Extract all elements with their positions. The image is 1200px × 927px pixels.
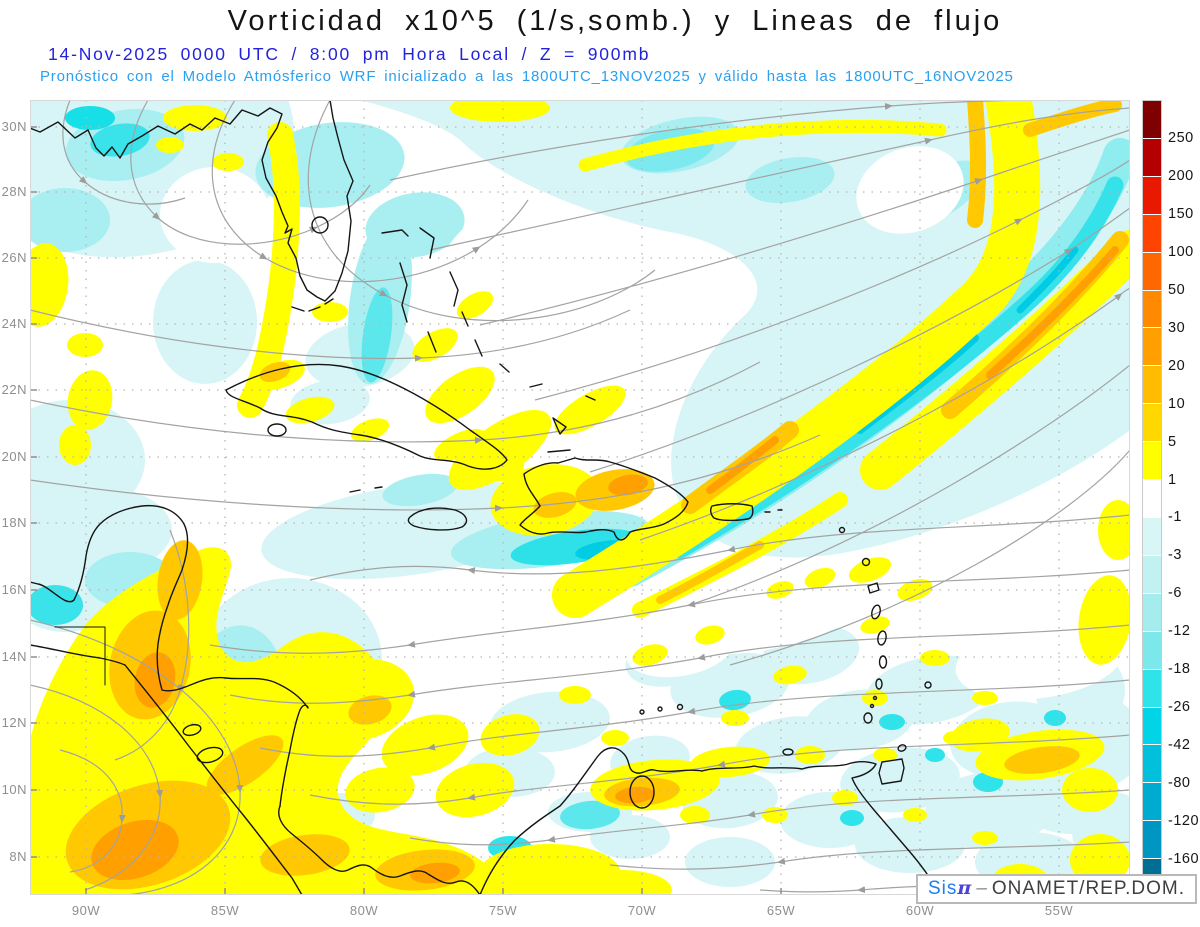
- coast-lesser-antilles: [838, 526, 932, 752]
- page-title: Vorticidad x10^5 (1/s,somb.) y Lineas de…: [227, 5, 1003, 37]
- colorbar-label: 200: [1168, 167, 1194, 184]
- colorbar-segment: [1143, 517, 1161, 556]
- colorbar-segment: [1143, 252, 1161, 291]
- coast-tortue: [547, 449, 571, 453]
- colorbar-segment: [1143, 821, 1161, 860]
- colorbar-label: -120: [1168, 813, 1200, 830]
- colorbar-label: 20: [1168, 357, 1186, 374]
- lat-tick-label: 8N: [9, 849, 27, 864]
- coast-abc-islands: [639, 703, 684, 715]
- coast-central-america-pacific: [30, 644, 303, 895]
- lat-tick-label: 22N: [1, 382, 27, 397]
- coast-hispaniola: [519, 457, 689, 541]
- lake-nicaragua: [196, 746, 224, 764]
- coast-margarita: [782, 748, 794, 756]
- lake-managua: [182, 723, 202, 737]
- colorbar-label: 250: [1168, 129, 1194, 146]
- colorbar-segment: [1143, 669, 1161, 708]
- colorbar-label: 5: [1168, 433, 1177, 450]
- lon-tick-label: 85W: [210, 903, 240, 918]
- colorbar-label: -1: [1168, 509, 1182, 526]
- colorbar-label: 30: [1168, 319, 1186, 336]
- coast-florida-keys: [291, 298, 334, 312]
- lake-maracaibo: [629, 775, 655, 809]
- coast-cuba: [225, 363, 508, 470]
- colorbar-segment: [1143, 366, 1161, 405]
- colorbar-segment: [1143, 442, 1161, 481]
- lon-tick-label: 65W: [766, 903, 796, 918]
- colorbar-segment: [1143, 783, 1161, 822]
- colorbar-segment: [1143, 328, 1161, 367]
- colorbar-segment: [1143, 745, 1161, 784]
- coast-south-america: [479, 747, 941, 895]
- streamlines: [30, 100, 1130, 895]
- lat-tick-label: 18N: [1, 515, 27, 530]
- lat-tick-label: 24N: [1, 316, 27, 331]
- border-belize-guatemala: [54, 626, 106, 686]
- lon-tick-label: 75W: [488, 903, 518, 918]
- coast-trinidad: [878, 758, 905, 785]
- watermark-org: ONAMET/REP.DOM.: [991, 878, 1185, 899]
- coast-central-america-caribbean: [30, 504, 309, 807]
- colorbar-label: -18: [1168, 661, 1191, 678]
- model-info-subtitle: Pronóstico con el Modelo Atmósferico WRF…: [40, 68, 1014, 85]
- colorbar: [1142, 100, 1162, 897]
- watermark-pi-symbol: π: [957, 877, 973, 899]
- lat-tick-label: 20N: [1, 449, 27, 464]
- colorbar-label: 100: [1168, 243, 1194, 260]
- lon-tick-label: 60W: [905, 903, 935, 918]
- map-frame: [30, 100, 1130, 895]
- watermark-dash: –: [976, 878, 988, 899]
- colorbar-segment: [1143, 480, 1161, 518]
- colorbar-label: -42: [1168, 737, 1191, 754]
- colorbar-label: 1: [1168, 471, 1177, 488]
- watermark: Sisπ – ONAMET/REP.DOM.: [916, 874, 1197, 904]
- lat-tick-label: 28N: [1, 184, 27, 199]
- colorbar-segment: [1143, 290, 1161, 329]
- lon-tick-label: 55W: [1044, 903, 1074, 918]
- colorbar-label: 10: [1168, 395, 1186, 412]
- colorbar-segment: [1143, 138, 1161, 177]
- colorbar-label: -26: [1168, 699, 1191, 716]
- colorbar-segment: [1143, 214, 1161, 253]
- colorbar-label: -6: [1168, 585, 1182, 602]
- lat-tick-label: 10N: [1, 782, 27, 797]
- coast-bahamas: [381, 227, 596, 435]
- lon-tick-label: 90W: [71, 903, 101, 918]
- colorbar-label: -80: [1168, 775, 1191, 792]
- colorbar-label: -160: [1168, 851, 1200, 868]
- coast-jamaica: [407, 507, 468, 531]
- lat-tick-label: 30N: [1, 119, 27, 134]
- lat-tick-label: 14N: [1, 649, 27, 664]
- colorbar-segment: [1143, 707, 1161, 746]
- lat-tick-label: 26N: [1, 250, 27, 265]
- colorbar-segment: [1143, 176, 1161, 215]
- coast-isla-juventud: [267, 423, 287, 437]
- lake-okeechobee: [311, 216, 329, 234]
- lat-tick-label: 12N: [1, 715, 27, 730]
- colorbar-segment: [1143, 555, 1161, 594]
- valid-time-subtitle: 14-Nov-2025 0000 UTC / 8:00 pm Hora Loca…: [48, 44, 651, 64]
- colorbar-label: -3: [1168, 547, 1182, 564]
- colorbar-segment: [1143, 404, 1161, 443]
- colorbar-segment: [1143, 593, 1161, 632]
- colorbar-label: -12: [1168, 623, 1191, 640]
- lat-tick-label: 16N: [1, 582, 27, 597]
- colorbar-label: 50: [1168, 281, 1186, 298]
- lon-tick-label: 80W: [349, 903, 379, 918]
- coast-cayman: [349, 486, 383, 493]
- coast-us-gulf-florida: [30, 100, 354, 302]
- coast-puerto-rico: [709, 503, 783, 522]
- watermark-brand: Sis: [928, 878, 958, 899]
- colorbar-label: 150: [1168, 205, 1194, 222]
- colorbar-segment: [1143, 631, 1161, 670]
- lon-tick-label: 70W: [627, 903, 657, 918]
- map-canvas: [30, 100, 1130, 895]
- coastlines: [30, 100, 941, 895]
- colorbar-segment: [1143, 101, 1161, 139]
- coast-panama: [278, 805, 481, 895]
